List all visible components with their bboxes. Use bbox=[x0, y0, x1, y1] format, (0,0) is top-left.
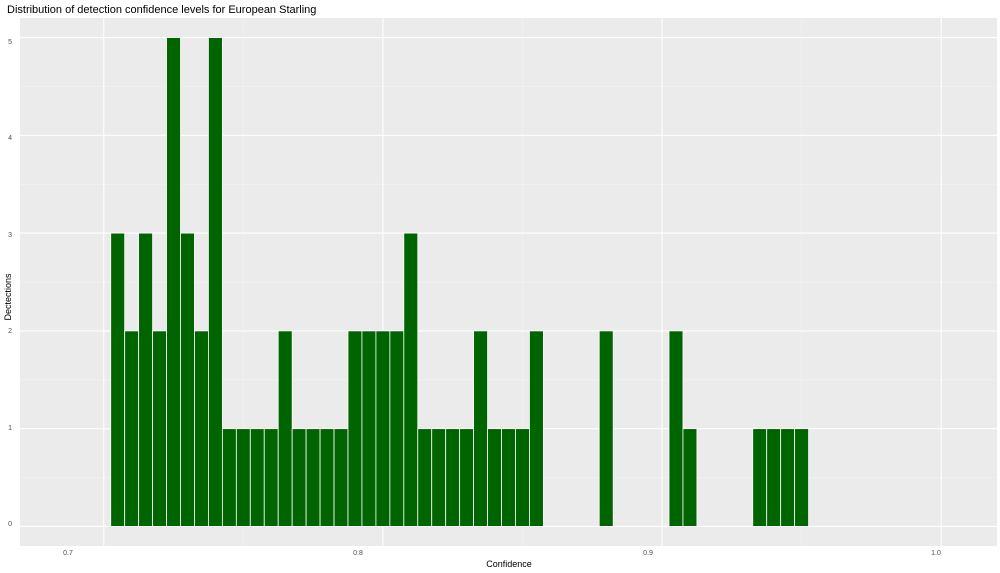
histogram-bar bbox=[305, 428, 321, 527]
histogram-bar bbox=[598, 330, 614, 527]
histogram-bar bbox=[138, 232, 153, 527]
histogram-bar bbox=[668, 330, 684, 527]
y-tick-label-5: 5 bbox=[8, 39, 12, 46]
y-tick-label-0: 0 bbox=[8, 521, 12, 528]
histogram-bar bbox=[263, 428, 279, 527]
histogram-bar bbox=[375, 330, 391, 527]
histogram-bar bbox=[291, 428, 307, 527]
histogram-bar bbox=[208, 37, 223, 527]
histogram-bars bbox=[110, 37, 809, 527]
histogram-bar bbox=[487, 428, 502, 527]
y-tick-label-2: 2 bbox=[8, 328, 12, 335]
x-tick-label-0-9: 0.9 bbox=[643, 550, 653, 557]
histogram-bar bbox=[794, 428, 809, 527]
histogram-bar bbox=[417, 428, 433, 527]
histogram-bar bbox=[389, 330, 405, 527]
histogram-bar bbox=[752, 428, 768, 527]
histogram-bar bbox=[124, 330, 140, 527]
y-tick-label-4: 4 bbox=[8, 135, 12, 142]
histogram-bar bbox=[249, 428, 265, 527]
histogram-bar bbox=[780, 428, 796, 527]
x-axis-title: Confidence bbox=[486, 559, 532, 569]
histogram-bar bbox=[180, 232, 195, 527]
histogram-bar bbox=[194, 330, 209, 527]
histogram-bar bbox=[166, 37, 181, 527]
histogram-bar bbox=[347, 330, 363, 527]
histogram-bar bbox=[473, 330, 488, 527]
histogram-bar bbox=[682, 428, 698, 527]
histogram-bar bbox=[501, 428, 516, 527]
histogram-bar bbox=[152, 330, 167, 527]
histogram-bar bbox=[277, 330, 293, 527]
y-tick-label-3: 3 bbox=[8, 232, 12, 239]
x-axis: 0.7 0.8 0.9 1.0 bbox=[63, 550, 941, 557]
histogram-bar bbox=[333, 428, 349, 527]
histogram-bar bbox=[235, 428, 251, 527]
histogram-bar bbox=[766, 428, 782, 527]
histogram-bar bbox=[431, 428, 447, 527]
histogram-bar bbox=[221, 428, 237, 527]
histogram-bar bbox=[361, 330, 377, 527]
histogram-bar bbox=[459, 428, 475, 527]
y-tick-label-1: 1 bbox=[8, 425, 12, 432]
x-tick-label-1-0: 1.0 bbox=[931, 550, 941, 557]
histogram-bar bbox=[110, 232, 126, 527]
histogram-bar bbox=[403, 232, 419, 527]
histogram-bar bbox=[319, 428, 335, 527]
chart-title: Distribution of detection confidence lev… bbox=[7, 4, 316, 16]
y-axis: 0 1 2 3 4 5 bbox=[8, 39, 12, 528]
histogram-bar bbox=[529, 330, 544, 527]
x-tick-label-0-8: 0.8 bbox=[353, 550, 363, 557]
y-axis-title: Dectections bbox=[3, 273, 13, 321]
histogram-bar bbox=[445, 428, 461, 527]
x-tick-label-0-7: 0.7 bbox=[63, 550, 73, 557]
histogram-bar bbox=[515, 428, 530, 527]
